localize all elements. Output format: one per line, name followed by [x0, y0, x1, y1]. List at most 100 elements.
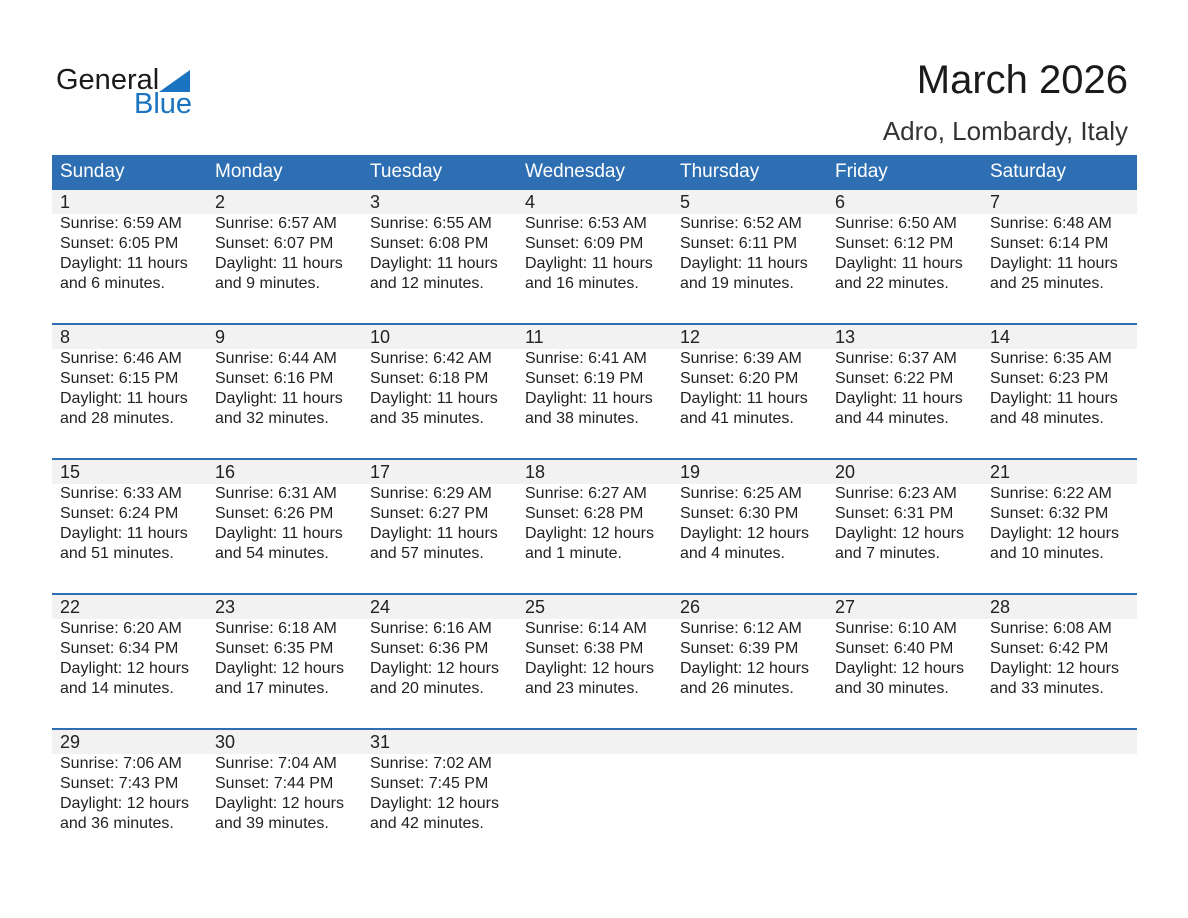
sunset-text: Sunset: 6:09 PM — [525, 235, 644, 252]
day-cell: 18 Sunrise: 6:27 AM Sunset: 6:28 PM Dayligh… — [517, 460, 672, 593]
page-title: March 2026 — [916, 58, 1128, 102]
day-number: 10 — [370, 327, 391, 347]
daylight-minutes-text: and 9 minutes. — [215, 275, 320, 292]
sunset-text: Sunset: 6:39 PM — [680, 640, 799, 657]
daylight-text: Daylight: 11 hours — [370, 525, 498, 542]
sunset-text: Sunset: 6:34 PM — [60, 640, 179, 657]
day-cell: 17 Sunrise: 6:29 AM Sunset: 6:27 PM Dayligh… — [362, 460, 517, 593]
day-number: 8 — [60, 327, 71, 347]
day-number: 23 — [215, 597, 236, 617]
logo-triangle-icon — [159, 70, 190, 92]
sunrise-text: Sunrise: 7:02 AM — [370, 755, 492, 772]
day-cell: 13 Sunrise: 6:37 AM Sunset: 6:22 PM Dayligh… — [827, 325, 982, 458]
sunrise-text: Sunrise: 6:55 AM — [370, 215, 492, 232]
sunset-text: Sunset: 6:30 PM — [680, 505, 799, 522]
day-number: 20 — [835, 462, 856, 482]
sunrise-text: Sunrise: 6:29 AM — [370, 485, 492, 502]
sunrise-text: Sunrise: 7:06 AM — [60, 755, 182, 772]
daylight-text: Daylight: 12 hours — [370, 660, 499, 677]
sunset-text: Sunset: 6:20 PM — [680, 370, 799, 387]
daylight-text: Daylight: 12 hours — [990, 660, 1119, 677]
day-number: 11 — [525, 327, 544, 347]
sunrise-text: Sunrise: 6:18 AM — [215, 620, 337, 637]
daylight-minutes-text: and 57 minutes. — [370, 545, 484, 562]
sunrise-text: Sunrise: 6:42 AM — [370, 350, 492, 367]
day-cell: 6 Sunrise: 6:50 AM Sunset: 6:12 PM Daylight… — [827, 190, 982, 323]
daylight-text: Daylight: 12 hours — [835, 525, 964, 542]
daylight-minutes-text: and 33 minutes. — [990, 680, 1104, 697]
week-row: 8 Sunrise: 6:46 AM Sunset: 6:15 PM Daylight… — [52, 323, 1137, 458]
day-cell: 7 Sunrise: 6:48 AM Sunset: 6:14 PM Daylight… — [982, 190, 1137, 323]
sunrise-text: Sunrise: 6:12 AM — [680, 620, 802, 637]
weekday-friday: Friday — [835, 161, 888, 182]
day-number: 16 — [215, 462, 236, 482]
sunset-text: Sunset: 6:18 PM — [370, 370, 489, 387]
daylight-text: Daylight: 11 hours — [990, 255, 1118, 272]
day-cell: 25 Sunrise: 6:14 AM Sunset: 6:38 PM Dayligh… — [517, 595, 672, 728]
day-number: 14 — [990, 327, 1011, 347]
sunrise-text: Sunrise: 6:33 AM — [60, 485, 182, 502]
daylight-text: Daylight: 12 hours — [60, 660, 189, 677]
day-number: 29 — [60, 732, 81, 752]
sunset-text: Sunset: 6:08 PM — [370, 235, 489, 252]
sunrise-text: Sunrise: 6:59 AM — [60, 215, 182, 232]
daylight-minutes-text: and 36 minutes. — [60, 815, 174, 832]
daylight-text: Daylight: 11 hours — [60, 255, 188, 272]
day-number: 6 — [835, 192, 846, 212]
daylight-minutes-text: and 22 minutes. — [835, 275, 949, 292]
sunset-text: Sunset: 6:11 PM — [680, 235, 798, 252]
weekday-sunday: Sunday — [60, 161, 125, 182]
sunrise-text: Sunrise: 6:53 AM — [525, 215, 647, 232]
sunrise-text: Sunrise: 6:48 AM — [990, 215, 1112, 232]
day-cell: 31 Sunrise: 7:02 AM Sunset: 7:45 PM Dayligh… — [362, 730, 517, 863]
day-cell: 1 Sunrise: 6:59 AM Sunset: 6:05 PM Daylight… — [52, 190, 207, 323]
sunset-text: Sunset: 6:07 PM — [215, 235, 334, 252]
sunset-text: Sunset: 7:44 PM — [215, 775, 334, 792]
daylight-minutes-text: and 12 minutes. — [370, 275, 484, 292]
day-cell: 19 Sunrise: 6:25 AM Sunset: 6:30 PM Dayligh… — [672, 460, 827, 593]
sunset-text: Sunset: 7:43 PM — [60, 775, 179, 792]
daylight-text: Daylight: 11 hours — [60, 525, 188, 542]
week-row: 29 Sunrise: 7:06 AM Sunset: 7:43 PM Dayligh… — [52, 728, 1137, 863]
sunset-text: Sunset: 6:40 PM — [835, 640, 954, 657]
day-cell: 14 Sunrise: 6:35 AM Sunset: 6:23 PM Dayligh… — [982, 325, 1137, 458]
sunset-text: Sunset: 6:14 PM — [990, 235, 1109, 252]
sunset-text: Sunset: 6:05 PM — [60, 235, 179, 252]
daylight-minutes-text: and 1 minute. — [525, 545, 622, 562]
daylight-text: Daylight: 11 hours — [680, 390, 808, 407]
sunset-text: Sunset: 6:35 PM — [215, 640, 334, 657]
daylight-text: Daylight: 11 hours — [525, 255, 653, 272]
day-number: 4 — [525, 192, 536, 212]
daylight-minutes-text: and 32 minutes. — [215, 410, 329, 427]
daylight-text: Daylight: 11 hours — [835, 255, 963, 272]
daylight-minutes-text: and 6 minutes. — [60, 275, 165, 292]
sunrise-text: Sunrise: 6:16 AM — [370, 620, 492, 637]
day-cell — [827, 730, 982, 863]
day-cell: 28 Sunrise: 6:08 AM Sunset: 6:42 PM Dayligh… — [982, 595, 1137, 728]
day-cell: 8 Sunrise: 6:46 AM Sunset: 6:15 PM Daylight… — [52, 325, 207, 458]
daylight-text: Daylight: 12 hours — [215, 660, 344, 677]
sunrise-text: Sunrise: 6:20 AM — [60, 620, 182, 637]
sunrise-text: Sunrise: 6:35 AM — [990, 350, 1112, 367]
sunset-text: Sunset: 6:27 PM — [370, 505, 489, 522]
daylight-minutes-text: and 54 minutes. — [215, 545, 329, 562]
day-cell: 29 Sunrise: 7:06 AM Sunset: 7:43 PM Dayligh… — [52, 730, 207, 863]
daylight-text: Daylight: 11 hours — [370, 390, 498, 407]
sunrise-text: Sunrise: 6:52 AM — [680, 215, 802, 232]
daylight-minutes-text: and 48 minutes. — [990, 410, 1104, 427]
day-cell: 27 Sunrise: 6:10 AM Sunset: 6:40 PM Dayligh… — [827, 595, 982, 728]
day-number: 1 — [60, 192, 71, 212]
day-cell: 5 Sunrise: 6:52 AM Sunset: 6:11 PM Daylight… — [672, 190, 827, 323]
day-number: 12 — [680, 327, 701, 347]
sunset-text: Sunset: 6:24 PM — [60, 505, 179, 522]
daylight-text: Daylight: 12 hours — [215, 795, 344, 812]
day-number: 13 — [835, 327, 856, 347]
sunset-text: Sunset: 7:45 PM — [370, 775, 489, 792]
day-cell: 10 Sunrise: 6:42 AM Sunset: 6:18 PM Dayligh… — [362, 325, 517, 458]
day-cell: 16 Sunrise: 6:31 AM Sunset: 6:26 PM Dayligh… — [207, 460, 362, 593]
daylight-minutes-text: and 7 minutes. — [835, 545, 940, 562]
logo-text-blue: Blue — [134, 88, 193, 120]
day-cell: 24 Sunrise: 6:16 AM Sunset: 6:36 PM Dayligh… — [362, 595, 517, 728]
daylight-text: Daylight: 12 hours — [370, 795, 499, 812]
day-cell: 11 Sunrise: 6:41 AM Sunset: 6:19 PM Dayligh… — [517, 325, 672, 458]
